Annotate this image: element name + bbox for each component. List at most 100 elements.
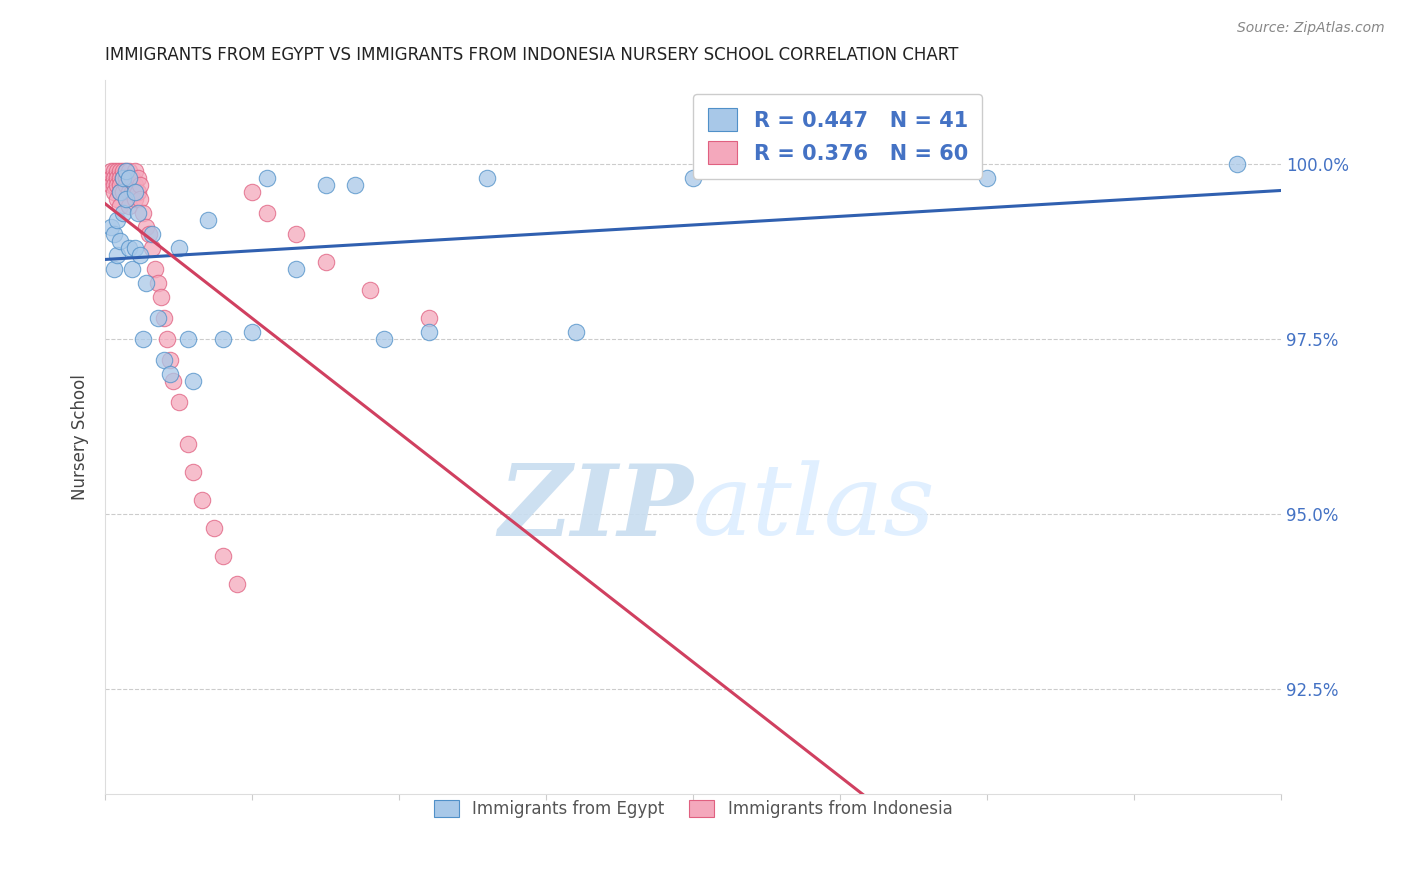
- Point: [315, 178, 337, 192]
- Y-axis label: Nursery School: Nursery School: [72, 374, 89, 500]
- Point: [118, 185, 141, 199]
- Point: [135, 219, 157, 234]
- Point: [159, 352, 181, 367]
- Point: [127, 170, 149, 185]
- Point: [1226, 157, 1249, 171]
- Point: [108, 185, 131, 199]
- Point: [143, 261, 166, 276]
- Point: [108, 178, 131, 192]
- Point: [111, 163, 134, 178]
- Point: [418, 325, 440, 339]
- Point: [124, 163, 146, 178]
- Point: [226, 577, 249, 591]
- Point: [129, 178, 152, 192]
- Point: [138, 227, 160, 241]
- Point: [127, 185, 149, 199]
- Point: [103, 185, 125, 199]
- Point: [477, 170, 499, 185]
- Point: [132, 205, 155, 219]
- Point: [150, 290, 173, 304]
- Point: [105, 170, 128, 185]
- Point: [114, 192, 136, 206]
- Point: [162, 374, 184, 388]
- Point: [114, 163, 136, 178]
- Point: [105, 248, 128, 262]
- Point: [141, 227, 163, 241]
- Point: [256, 170, 278, 185]
- Point: [141, 241, 163, 255]
- Point: [132, 332, 155, 346]
- Point: [124, 241, 146, 255]
- Point: [127, 205, 149, 219]
- Point: [373, 332, 395, 346]
- Text: IMMIGRANTS FROM EGYPT VS IMMIGRANTS FROM INDONESIA NURSERY SCHOOL CORRELATION CH: IMMIGRANTS FROM EGYPT VS IMMIGRANTS FROM…: [105, 46, 959, 64]
- Point: [103, 261, 125, 276]
- Point: [344, 178, 367, 192]
- Point: [118, 241, 141, 255]
- Point: [156, 332, 179, 346]
- Point: [129, 248, 152, 262]
- Point: [240, 185, 263, 199]
- Point: [103, 227, 125, 241]
- Point: [191, 492, 214, 507]
- Point: [146, 276, 169, 290]
- Point: [211, 332, 233, 346]
- Point: [129, 192, 152, 206]
- Point: [114, 170, 136, 185]
- Point: [146, 310, 169, 325]
- Point: [167, 241, 190, 255]
- Point: [121, 185, 143, 199]
- Point: [118, 170, 141, 185]
- Point: [240, 325, 263, 339]
- Point: [682, 170, 704, 185]
- Point: [114, 178, 136, 192]
- Point: [315, 254, 337, 268]
- Point: [108, 199, 131, 213]
- Point: [111, 185, 134, 199]
- Point: [121, 261, 143, 276]
- Point: [105, 163, 128, 178]
- Point: [114, 163, 136, 178]
- Point: [105, 192, 128, 206]
- Point: [103, 163, 125, 178]
- Point: [159, 367, 181, 381]
- Point: [118, 199, 141, 213]
- Point: [108, 163, 131, 178]
- Point: [359, 283, 381, 297]
- Text: ZIP: ZIP: [498, 460, 693, 557]
- Point: [124, 178, 146, 192]
- Point: [976, 170, 998, 185]
- Point: [285, 261, 308, 276]
- Point: [111, 205, 134, 219]
- Point: [108, 170, 131, 185]
- Legend: Immigrants from Egypt, Immigrants from Indonesia: Immigrants from Egypt, Immigrants from I…: [427, 794, 959, 825]
- Point: [153, 352, 176, 367]
- Point: [135, 276, 157, 290]
- Point: [197, 212, 219, 227]
- Point: [211, 549, 233, 563]
- Point: [103, 178, 125, 192]
- Point: [100, 178, 122, 192]
- Point: [121, 170, 143, 185]
- Point: [111, 170, 134, 185]
- Point: [202, 521, 225, 535]
- Text: Source: ZipAtlas.com: Source: ZipAtlas.com: [1237, 21, 1385, 35]
- Point: [105, 178, 128, 192]
- Point: [167, 394, 190, 409]
- Point: [100, 219, 122, 234]
- Point: [108, 185, 131, 199]
- Point: [100, 170, 122, 185]
- Point: [103, 170, 125, 185]
- Point: [111, 170, 134, 185]
- Point: [153, 310, 176, 325]
- Point: [108, 234, 131, 248]
- Point: [124, 185, 146, 199]
- Point: [256, 205, 278, 219]
- Point: [100, 163, 122, 178]
- Point: [118, 170, 141, 185]
- Point: [105, 212, 128, 227]
- Point: [183, 465, 205, 479]
- Point: [114, 192, 136, 206]
- Point: [118, 163, 141, 178]
- Point: [285, 227, 308, 241]
